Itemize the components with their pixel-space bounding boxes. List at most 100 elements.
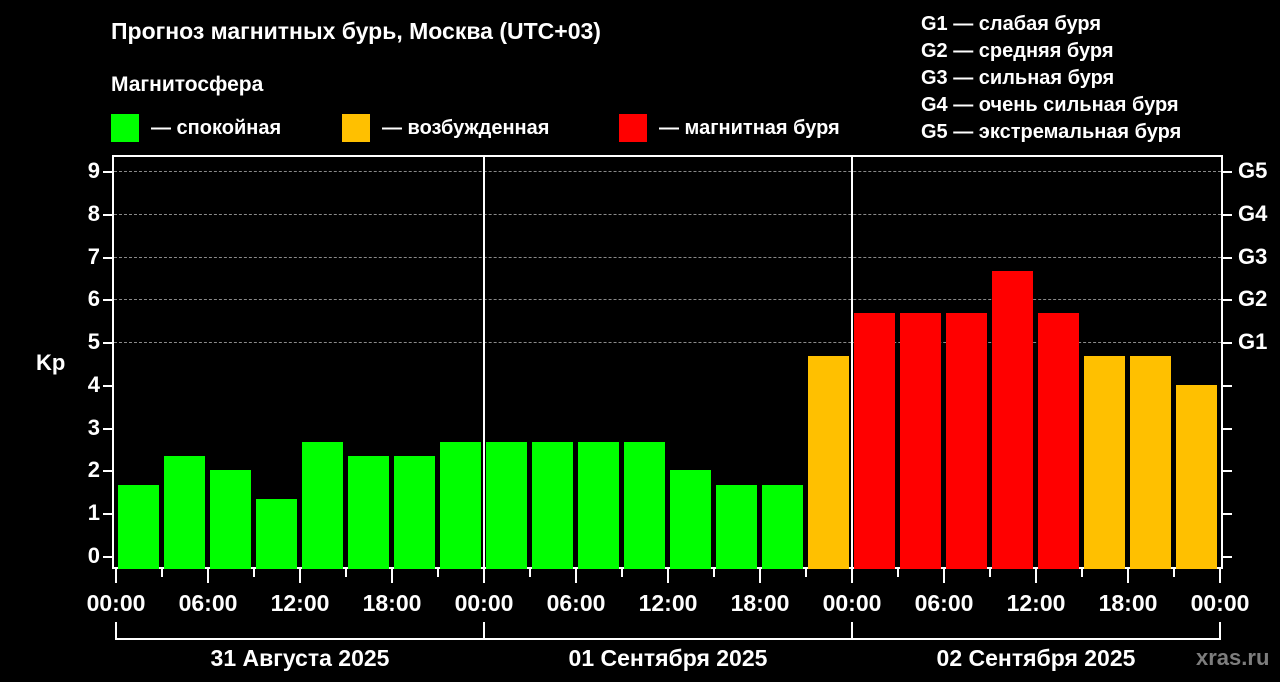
data-bar bbox=[1130, 356, 1171, 569]
x-tick-label: 00:00 bbox=[86, 590, 146, 616]
x-tick bbox=[299, 569, 301, 583]
data-bar bbox=[1038, 313, 1079, 569]
x-tick-label: 18:00 bbox=[1098, 590, 1158, 616]
data-bar bbox=[164, 456, 205, 569]
x-tick-label: 12:00 bbox=[1006, 590, 1066, 616]
g-legend-g3: G3 — сильная буря bbox=[921, 67, 1115, 89]
legend-item-quiet: — спокойная bbox=[111, 114, 281, 142]
y-tick-right bbox=[1223, 556, 1232, 558]
data-bar bbox=[716, 484, 757, 569]
data-bar bbox=[900, 313, 941, 569]
g-tick-label: G5 bbox=[1238, 158, 1268, 183]
y-tick-label: 2 bbox=[87, 457, 100, 482]
y-tick-right bbox=[1223, 299, 1232, 301]
plot-frame bbox=[112, 155, 1223, 569]
legend-swatch-quiet bbox=[111, 114, 139, 142]
data-bar bbox=[992, 270, 1033, 569]
data-bar bbox=[532, 441, 573, 569]
x-tick bbox=[1219, 569, 1221, 583]
y-tick-label: 3 bbox=[87, 415, 100, 440]
y-tick-right bbox=[1223, 342, 1232, 344]
g-tick-label: G4 bbox=[1238, 201, 1268, 226]
legend-swatch-storm bbox=[619, 114, 647, 142]
legend-label-quiet: — спокойная bbox=[151, 116, 282, 139]
data-bar bbox=[486, 441, 527, 569]
g-tick-label: G2 bbox=[1238, 286, 1268, 311]
day-divider bbox=[851, 155, 853, 569]
x-tick bbox=[575, 569, 577, 583]
x-tick-label: 00:00 bbox=[1190, 590, 1250, 616]
x-tick-label: 12:00 bbox=[638, 590, 698, 616]
legend-heading: Магнитосфера bbox=[111, 73, 264, 96]
x-tick bbox=[115, 569, 117, 583]
g-legend-g4: G4 — очень сильная буря bbox=[921, 94, 1179, 116]
data-bar bbox=[762, 484, 803, 569]
x-tick bbox=[437, 569, 439, 577]
y-tick bbox=[103, 299, 112, 301]
gridline bbox=[114, 257, 1221, 258]
day-divider bbox=[483, 155, 485, 569]
y-tick-right bbox=[1223, 385, 1232, 387]
x-tick bbox=[253, 569, 255, 577]
y-tick-label: 9 bbox=[87, 158, 100, 183]
date-label: 02 Сентября 2025 bbox=[936, 645, 1136, 671]
g-legend-g2: G2 — средняя буря bbox=[921, 40, 1114, 62]
date-bracket-tick bbox=[115, 622, 117, 639]
x-tick-label: 12:00 bbox=[270, 590, 330, 616]
y-tick bbox=[103, 428, 112, 430]
x-tick bbox=[207, 569, 209, 583]
x-tick bbox=[851, 569, 853, 583]
legend-label-storm: — магнитная буря bbox=[659, 116, 840, 139]
x-tick bbox=[1127, 569, 1129, 583]
x-tick-label: 00:00 bbox=[822, 590, 882, 616]
x-tick bbox=[483, 569, 485, 583]
x-tick bbox=[667, 569, 669, 583]
data-bar bbox=[808, 356, 849, 569]
data-bar bbox=[1176, 384, 1217, 569]
x-tick bbox=[529, 569, 531, 577]
date-bracket-tick bbox=[483, 622, 485, 639]
y-tick-right bbox=[1223, 513, 1232, 515]
y-axis-label: Kp bbox=[36, 350, 66, 375]
y-tick bbox=[103, 513, 112, 515]
data-bar bbox=[210, 470, 251, 569]
x-tick bbox=[759, 569, 761, 583]
data-bar bbox=[394, 456, 435, 569]
g-legend-g1: G1 — слабая буря bbox=[921, 13, 1102, 35]
g-tick-label: G3 bbox=[1238, 244, 1268, 269]
y-tick-label: 0 bbox=[87, 543, 100, 568]
date-label: 01 Сентября 2025 bbox=[568, 645, 768, 671]
legend-item-active: — возбужденная bbox=[342, 114, 549, 142]
data-bar bbox=[256, 499, 297, 569]
x-tick-label: 06:00 bbox=[914, 590, 974, 616]
x-tick bbox=[621, 569, 623, 577]
legend-item-storm: — магнитная буря bbox=[619, 114, 840, 142]
data-bar bbox=[118, 484, 159, 569]
x-tick bbox=[897, 569, 899, 577]
x-tick bbox=[713, 569, 715, 577]
y-tick bbox=[103, 385, 112, 387]
y-tick bbox=[103, 171, 112, 173]
x-tick-label: 18:00 bbox=[362, 590, 422, 616]
g-tick-label: G1 bbox=[1238, 329, 1268, 354]
x-tick-label: 00:00 bbox=[454, 590, 514, 616]
x-tick bbox=[805, 569, 807, 577]
y-tick bbox=[103, 257, 112, 259]
y-tick-right bbox=[1223, 428, 1232, 430]
data-bar bbox=[1084, 356, 1125, 569]
date-bracket-tick bbox=[851, 622, 853, 639]
y-tick-label: 4 bbox=[87, 372, 100, 397]
x-tick bbox=[1035, 569, 1037, 583]
x-tick bbox=[345, 569, 347, 577]
date-bracket bbox=[115, 638, 1221, 640]
x-tick bbox=[943, 569, 945, 583]
x-tick bbox=[1173, 569, 1175, 577]
date-label: 31 Августа 2025 bbox=[210, 645, 390, 671]
x-tick-label: 06:00 bbox=[546, 590, 606, 616]
y-tick-label: 5 bbox=[87, 329, 100, 354]
legend-swatch-active bbox=[342, 114, 370, 142]
y-tick bbox=[103, 470, 112, 472]
x-tick bbox=[1081, 569, 1083, 577]
y-tick-label: 7 bbox=[87, 244, 100, 269]
y-tick-label: 8 bbox=[87, 201, 100, 226]
